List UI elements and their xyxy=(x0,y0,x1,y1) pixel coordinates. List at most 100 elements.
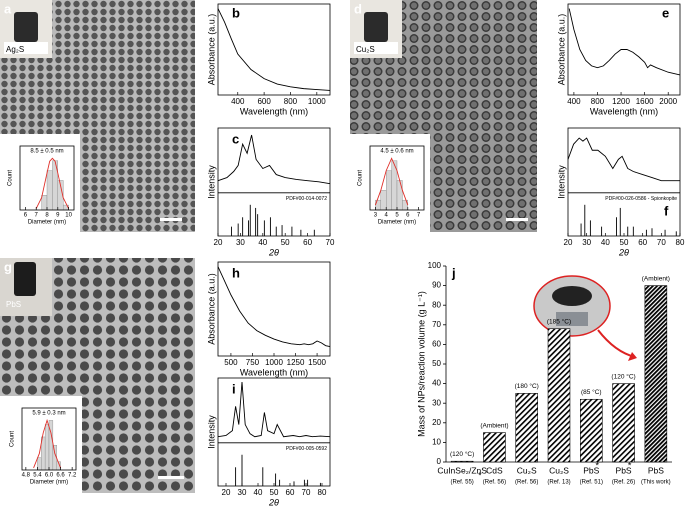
panel-label: e xyxy=(662,5,669,20)
y-axis-label: Count xyxy=(10,431,16,447)
y-axis-label: Absorbance (a.u.) xyxy=(206,14,216,86)
x-tick-label: 30 xyxy=(238,488,247,497)
inset-label: PbS xyxy=(6,300,21,309)
fit-curve xyxy=(33,418,61,469)
histogram-bar xyxy=(396,180,403,211)
histogram-bar xyxy=(46,170,53,211)
x-tick-label: 50 xyxy=(281,238,290,247)
y-tick-label: 100 xyxy=(428,261,442,270)
x-tick-label: 6 xyxy=(24,213,28,219)
bar xyxy=(547,328,571,463)
y-tick-label: 90 xyxy=(432,281,441,290)
y-tick-label: 30 xyxy=(432,398,441,407)
histogram-bar xyxy=(37,457,42,471)
y-tick-label: 0 xyxy=(437,457,442,466)
category-label: CuInSe₂/ZnS xyxy=(437,465,487,475)
inset-bg xyxy=(0,134,80,232)
histogram-title: 4.5 ± 0.6 nm xyxy=(380,149,413,155)
x-tick-label: 6 xyxy=(406,213,410,219)
x-axis-label: Diameter (nm) xyxy=(378,220,416,226)
x-tick-label: 40 xyxy=(254,488,263,497)
stirrer xyxy=(4,42,48,54)
y-axis-label: Absorbance (a.u.) xyxy=(206,273,216,345)
y-tick-label: 60 xyxy=(432,340,441,349)
note-mark: * xyxy=(596,460,600,470)
x-axis-label: 2θ xyxy=(618,247,629,257)
x-axis-label: Diameter (nm) xyxy=(28,220,66,226)
y-tick-label: 70 xyxy=(432,320,441,329)
bar-annotation: (85 °C) xyxy=(581,388,602,396)
plot-frame xyxy=(217,127,331,237)
reference-label: (Ref. 56) xyxy=(515,480,538,486)
x-tick-label: 20 xyxy=(564,238,573,247)
x-tick-label: 60 xyxy=(286,488,295,497)
x-tick-label: 7 xyxy=(417,213,421,219)
balance xyxy=(556,312,588,326)
panel-label: d xyxy=(354,1,362,16)
note-mark: * xyxy=(628,460,632,470)
y-axis-label: Intensity xyxy=(206,415,216,449)
x-tick-label: 70 xyxy=(657,238,666,247)
x-axis-label: Diameter (nm) xyxy=(30,480,68,486)
bar-annotation: (Ambient) xyxy=(642,275,670,282)
panel-label: j xyxy=(451,265,456,280)
arrow xyxy=(597,329,636,358)
category-label: Cu₂S xyxy=(517,465,537,475)
powder xyxy=(552,286,592,306)
x-tick-label: 7.2 xyxy=(68,473,77,479)
arrow-head xyxy=(628,352,637,361)
x-tick-label: 1000 xyxy=(265,358,283,367)
bar xyxy=(483,432,506,463)
x-tick-label: 3 xyxy=(374,213,378,219)
stirrer xyxy=(354,42,398,54)
histogram-bar xyxy=(44,424,50,471)
note-mark: * xyxy=(478,470,482,480)
y-axis-label: Mass of NPs/reaction volume (g L⁻¹) xyxy=(416,291,426,437)
y-tick-label: 20 xyxy=(432,418,441,427)
panel-label: f xyxy=(664,203,669,218)
y-axis-label: Intensity xyxy=(556,165,566,199)
y-tick-label: 50 xyxy=(432,359,441,368)
panel-label: h xyxy=(232,265,240,280)
histogram-title: 5.9 ± 0.3 nm xyxy=(32,411,65,417)
x-tick-label: 750 xyxy=(246,358,260,367)
category-label: Cu₂S xyxy=(549,465,569,475)
reference-label: PDF#00-014-0072 xyxy=(286,196,327,202)
y-tick-label: 80 xyxy=(432,300,441,309)
x-tick-label: 1600 xyxy=(636,97,654,106)
x-tick-label: 30 xyxy=(582,238,591,247)
scale-bar xyxy=(158,476,184,479)
x-tick-label: 70 xyxy=(302,488,311,497)
x-tick-label: 4.8 xyxy=(22,473,31,479)
x-tick-label: 600 xyxy=(257,97,271,106)
spectrum-line xyxy=(217,8,331,91)
x-tick-label: 500 xyxy=(224,358,238,367)
plot-frame xyxy=(217,3,331,96)
scale-bar xyxy=(506,218,528,221)
x-axis-label: 2θ xyxy=(268,497,279,507)
bar xyxy=(644,285,668,463)
x-tick-label: 60 xyxy=(303,238,312,247)
x-tick-label: 50 xyxy=(270,488,279,497)
x-tick-label: 5 xyxy=(395,213,399,219)
spectrum-line xyxy=(217,266,331,348)
x-tick-label: 7 xyxy=(35,213,39,219)
histogram-bar xyxy=(386,170,392,211)
bar xyxy=(450,460,474,463)
reference-label: PDF#00-026-0586 - Spionkopite xyxy=(605,196,677,202)
x-tick-label: 6.0 xyxy=(45,473,54,479)
y-tick-label: 10 xyxy=(432,438,441,447)
x-tick-label: 80 xyxy=(318,488,327,497)
x-tick-label: 20 xyxy=(214,238,223,247)
panel-label: b xyxy=(232,5,240,20)
bar-annotation: (120 °C) xyxy=(450,450,474,458)
x-tick-label: 30 xyxy=(236,238,245,247)
x-tick-label: 40 xyxy=(601,238,610,247)
x-tick-label: 800 xyxy=(284,97,298,106)
x-tick-label: 10 xyxy=(65,213,72,219)
x-tick-label: 2000 xyxy=(659,97,677,106)
x-tick-label: 70 xyxy=(326,238,335,247)
x-tick-label: 400 xyxy=(231,97,245,106)
panel-label: g xyxy=(4,259,12,274)
